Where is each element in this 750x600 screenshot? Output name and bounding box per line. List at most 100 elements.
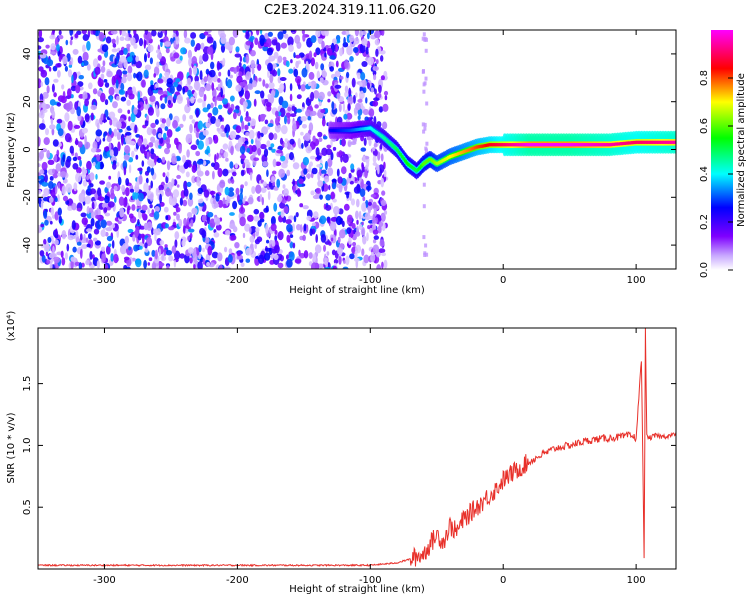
spectrogram-noise-cell xyxy=(233,112,237,120)
spectrogram-noise-cell xyxy=(242,197,246,205)
spectrogram-noise-cell xyxy=(258,77,262,82)
spectrogram-noise-cell xyxy=(153,73,156,78)
spectrogram-noise-cell xyxy=(83,168,88,175)
spectrogram-noise-cell xyxy=(322,79,329,86)
spectrogram-noise-cell xyxy=(222,203,227,209)
spectrogram-noise-cell xyxy=(190,219,194,227)
spectrogram-noise-cell xyxy=(266,169,269,177)
spectrogram-noise-cell xyxy=(330,237,334,242)
spectrogram-noise-cell xyxy=(190,32,197,39)
spectrogram-noise-cell xyxy=(370,87,374,93)
spectrogram-noise-cell xyxy=(372,201,377,209)
spectrogram-noise-cell xyxy=(425,37,428,42)
spectrogram-noise-cell xyxy=(273,202,278,212)
spectrogram-noise-cell xyxy=(87,185,91,193)
spectrogram-noise-cell xyxy=(215,224,222,231)
spectrogram-noise-cell xyxy=(276,195,283,203)
spectrogram-noise-cell xyxy=(378,248,386,254)
spectrogram-noise-cell xyxy=(379,239,385,247)
spectrogram-noise-cell xyxy=(202,53,209,62)
spectrogram-noise-cell xyxy=(259,218,265,223)
spectrogram-noise-cell xyxy=(185,171,190,178)
spectrogram-noise-cell xyxy=(127,30,131,34)
colorbar-tick-label: 0.4 xyxy=(699,166,710,182)
spectrogram-noise-cell xyxy=(154,206,160,212)
spectrogram-noise-cell xyxy=(147,159,154,166)
spectrogram-noise-cell xyxy=(378,84,382,94)
spectrogram-noise-cell xyxy=(253,208,260,215)
spectrogram-noise-cell xyxy=(314,244,322,254)
spectrogram-noise-cell xyxy=(290,113,297,118)
snr-x-tick-label: -200 xyxy=(226,575,249,586)
spectrogram-noise-cell xyxy=(70,256,76,262)
spectrogram-noise-cell xyxy=(245,40,252,46)
spectrogram-noise-cell xyxy=(186,77,192,86)
spectrogram-noise-cell xyxy=(266,140,271,148)
spectrogram-noise-cell xyxy=(191,119,196,124)
spectrogram-noise-cell xyxy=(243,104,246,113)
spectrogram-noise-cell xyxy=(296,188,301,197)
spectrogram-noise-cell xyxy=(213,203,220,208)
spectrogram-noise-cell xyxy=(187,49,192,60)
spectrogram-noise-cell xyxy=(116,132,121,141)
spectrogram-noise-cell xyxy=(425,252,429,257)
spectrogram-noise-cell xyxy=(86,40,91,51)
spectrogram-noise-cell xyxy=(110,30,118,35)
spectrogram-noise-cell xyxy=(349,56,354,62)
spectrogram-noise-cell xyxy=(326,144,332,149)
spectrogram-noise-cell xyxy=(194,75,199,83)
spectrogram-noise-cell xyxy=(155,104,158,114)
spectrogram-noise-cell xyxy=(100,229,106,237)
spectrogram-noise-cell xyxy=(110,253,114,262)
spectrogram-noise-cell xyxy=(38,37,44,43)
spectrogram-noise-cell xyxy=(64,65,68,72)
spectrogram-noise-cell xyxy=(338,247,343,257)
spectrogram-noise-cell xyxy=(319,194,323,200)
spectrogram-noise-cell xyxy=(146,166,151,173)
spectrogram-noise-cell xyxy=(182,87,185,95)
spectrogram-noise-cell xyxy=(360,72,366,81)
spectrogram-noise-cell xyxy=(126,72,132,82)
spectrogram-noise-cell xyxy=(93,237,98,242)
spectrogram-noise-cell xyxy=(127,109,131,115)
spectrogram-noise-cell xyxy=(164,41,171,47)
spectrogram-noise-cell xyxy=(97,78,104,87)
spectrogram-noise-cell xyxy=(57,70,61,78)
spectrogram-noise-cell xyxy=(274,235,278,242)
spectrogram-noise-cell xyxy=(111,240,115,249)
spectrogram-noise-cell xyxy=(90,211,95,220)
spectrogram-noise-cell xyxy=(51,253,57,258)
spectrogram-noise-cell xyxy=(62,195,69,202)
spectrogram-noise-cell xyxy=(179,253,186,259)
spectrogram-noise-cell xyxy=(335,43,339,53)
spectrogram-noise-cell xyxy=(331,101,335,110)
spectrogram-noise-cell xyxy=(383,259,388,269)
spectrogram-noise-cell xyxy=(275,161,282,167)
spectrogram-noise-cell xyxy=(251,186,256,194)
spectrogram-noise-cell xyxy=(352,241,357,247)
spectrogram-noise-cell xyxy=(367,206,371,214)
spectrogram-noise-cell xyxy=(233,67,238,74)
spectrogram-noise-cell xyxy=(133,72,137,79)
spectrogram-noise-cell xyxy=(297,84,301,90)
spectrogram-noise-cell xyxy=(137,104,141,109)
spectrogram-noise-cell xyxy=(328,184,331,191)
spectrogram-noise-cell xyxy=(325,194,332,201)
spectrogram-noise-cell xyxy=(80,212,87,218)
spectrogram-noise-cell xyxy=(43,238,47,245)
spectrogram-noise-cell xyxy=(69,39,73,46)
spectrogram-noise-cell xyxy=(92,30,96,36)
spectrogram-noise-cell xyxy=(316,70,320,80)
spectrogram-noise-cell xyxy=(320,109,326,114)
spectrogram-noise-cell xyxy=(240,202,244,213)
spectrogram-noise-cell xyxy=(256,140,261,149)
spectrogram-noise-cell xyxy=(87,63,91,71)
spectrogram-noise-cell xyxy=(320,234,327,243)
spectrogram-noise-cell xyxy=(158,30,161,33)
spectrogram-noise-cell xyxy=(362,154,366,162)
spectrogram-noise-cell xyxy=(76,106,81,117)
spectrogram-noise-cell xyxy=(84,135,87,145)
spectrogram-noise-cell xyxy=(271,176,276,182)
spectrogram-noise-cell xyxy=(347,103,351,112)
spectrogram-noise-cell xyxy=(153,228,158,235)
